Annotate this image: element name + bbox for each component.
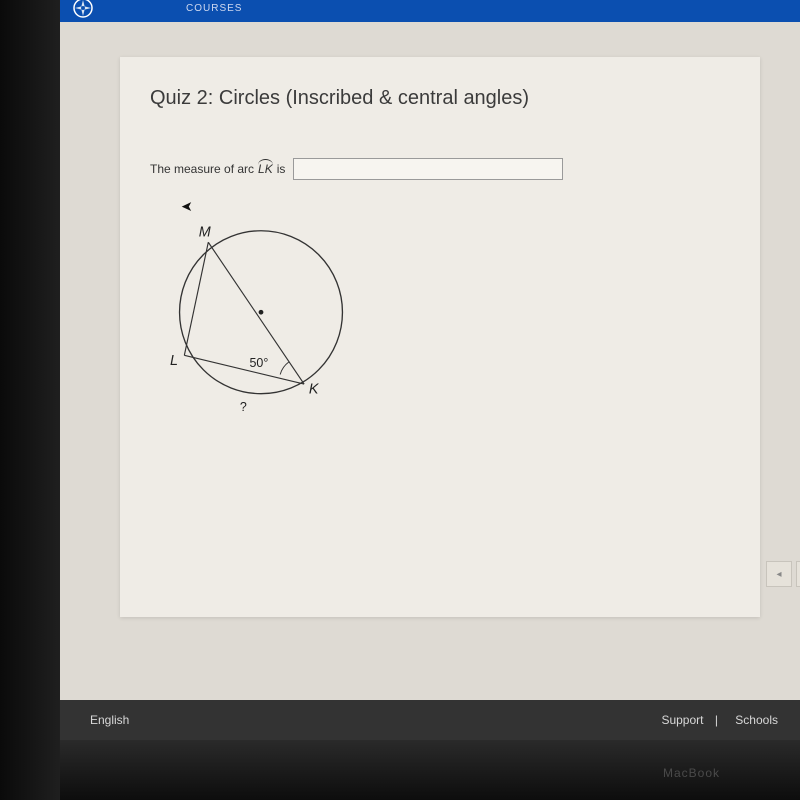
point-K-label: K bbox=[309, 382, 320, 398]
angle-label: 50° bbox=[250, 356, 269, 370]
footer-schools-link[interactable]: Schools bbox=[735, 713, 778, 727]
circle-diagram: ➤ M L K 50° ? bbox=[146, 202, 376, 432]
pagination: ◂ 1 2 bbox=[760, 561, 800, 587]
footer-bar: English Support | Schools bbox=[60, 700, 800, 740]
page-background: Quiz 2: Circles (Inscribed & central ang… bbox=[60, 22, 800, 700]
arc-label: LK bbox=[258, 162, 273, 176]
pager-page-1[interactable]: 1 bbox=[796, 561, 800, 587]
footer-divider: | bbox=[715, 713, 718, 727]
laptop-bezel bbox=[0, 0, 60, 800]
logo-icon bbox=[70, 0, 96, 24]
header-bar: COURSES bbox=[60, 0, 800, 22]
question-text: The measure of arc LK is bbox=[150, 158, 730, 180]
question-suffix: is bbox=[277, 162, 286, 176]
point-L-label: L bbox=[170, 353, 178, 369]
quiz-card: Quiz 2: Circles (Inscribed & central ang… bbox=[120, 57, 760, 617]
pager-prev-button[interactable]: ◂ bbox=[766, 561, 792, 587]
quiz-title: Quiz 2: Circles (Inscribed & central ang… bbox=[150, 87, 730, 110]
screen: COURSES Quiz 2: Circles (Inscribed & cen… bbox=[60, 0, 800, 740]
cursor-icon: ➤ bbox=[181, 198, 193, 215]
point-M-label: M bbox=[199, 225, 211, 241]
device-label: MacBook bbox=[663, 766, 720, 780]
answer-input[interactable] bbox=[293, 158, 563, 180]
footer-language[interactable]: English bbox=[90, 713, 129, 727]
nav-tab-courses[interactable]: COURSES bbox=[186, 3, 242, 14]
footer-support-link[interactable]: Support bbox=[661, 713, 703, 727]
unknown-label: ? bbox=[240, 400, 247, 414]
question-prefix: The measure of arc bbox=[150, 162, 254, 176]
footer-right: Support | Schools bbox=[653, 713, 778, 727]
